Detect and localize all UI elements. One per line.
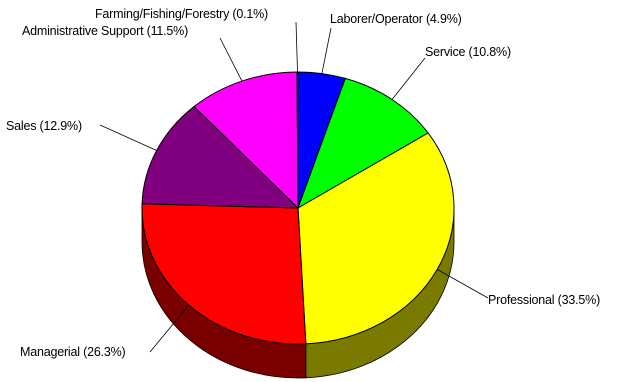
pie-slices <box>141 71 455 345</box>
slice-label-farming-fishing-forestry: Farming/Fishing/Forestry (0.1%) <box>95 7 268 21</box>
slice-label-professional: Professional (33.5%) <box>488 293 600 307</box>
leader-line-professional <box>437 269 489 299</box>
pie-slice-service <box>297 77 429 210</box>
slice-label-administrative-support: Administrative Support (11.5%) <box>22 24 188 38</box>
pie-slice-professional <box>297 132 455 345</box>
pie-slice-administrative-support <box>193 71 299 210</box>
slice-label-managerial: Managerial (26.3%) <box>20 345 126 359</box>
slice-label-laborer-operator: Laborer/Operator (4.9%) <box>330 12 462 26</box>
slice-label-service: Service (10.8%) <box>425 45 511 59</box>
slice-label-sales: Sales (12.9%) <box>6 119 82 133</box>
leader-line-service <box>391 57 426 100</box>
leader-line-farming-fishing-forestry <box>295 21 298 73</box>
leader-lines <box>99 21 489 353</box>
pie-slice-sales <box>141 105 300 209</box>
leader-line-sales <box>99 124 157 151</box>
pie-slice-farming-fishing-forestry <box>296 71 299 209</box>
leader-line-managerial <box>149 304 190 353</box>
leader-line-laborer-operator <box>321 27 332 74</box>
pie-slice-managerial <box>141 203 307 345</box>
leader-line-administrative-support <box>219 37 243 82</box>
slice-labels: Laborer/Operator (4.9%) Service (10.8%) … <box>6 7 600 359</box>
